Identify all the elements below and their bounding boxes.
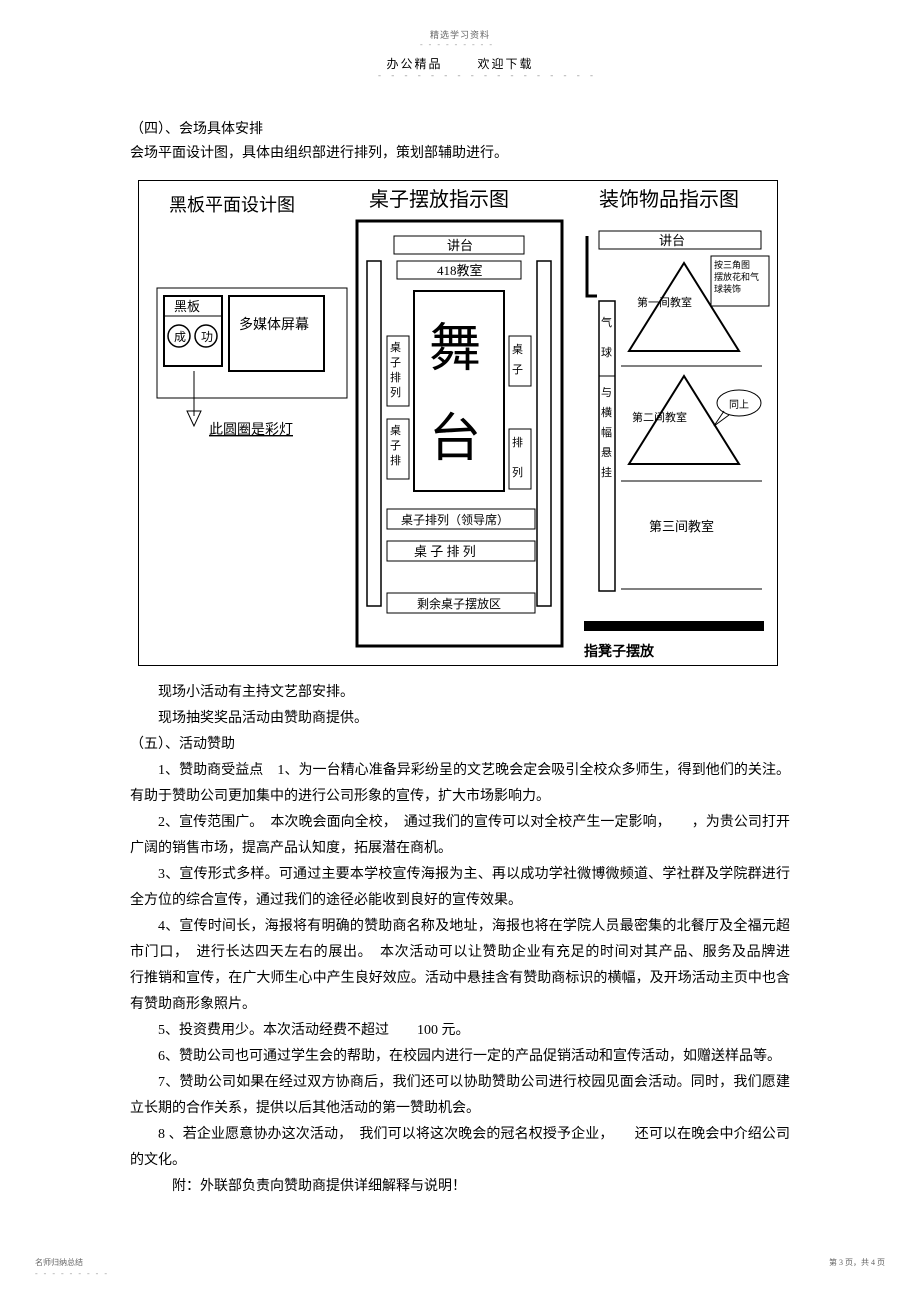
gong-label: 功 [201,330,213,344]
section4-subtitle: 会场平面设计图，具体由组织部进行排列，策划部辅助进行。 [130,142,790,166]
desk-row: 桌 子 排 列 [414,544,476,559]
podium-center: 讲台 [447,238,473,253]
svg-text:排: 排 [390,453,401,467]
header-sub-left: 办公精品 [386,57,442,71]
bubble: 同上 [729,399,749,411]
item6: 6、赞助公司也可通过学生会的帮助，在校园内进行一定的产品促销活动和宣传活动，如赠… [130,1044,790,1070]
content-body: 现场小活动有主持文艺部安排。 现场抽奖奖品活动由赞助商提供。 （五）、活动赞助 … [130,680,790,1200]
svg-text:与: 与 [601,386,612,399]
footer-left: 名师归纳总结 [35,1257,83,1268]
svg-text:挂: 挂 [601,465,612,479]
svg-text:气: 气 [601,315,612,329]
title-right: 装饰物品指示图 [599,188,739,211]
podium-right: 讲台 [659,233,685,248]
svg-text:按三角图: 按三角图 [714,259,750,270]
svg-text:摆放花和气: 摆放花和气 [714,271,759,282]
title-center: 桌子摆放指示图 [369,188,509,211]
dl1: 桌 [390,341,401,354]
remaining: 剩余桌子摆放区 [417,596,501,611]
svg-text:幅: 幅 [601,426,612,439]
svg-text:悬: 悬 [601,446,612,459]
svg-text:排: 排 [390,370,401,384]
layout-diagram: 黑板平面设计图 桌子摆放指示图 装饰物品指示图 黑板 成 功 多媒体屏幕 此圆圈… [138,180,778,666]
footer-right: 第 3 页，共 4 页 [829,1257,885,1268]
lights-label: 此圆圈是彩灯 [209,422,293,438]
svg-text:球装饰: 球装饰 [714,283,741,294]
screen-label: 多媒体屏幕 [239,316,309,333]
header-dashes: - - - - - - - - - [420,40,494,49]
item5: 5、投资费用少。本次活动经费不超过 100 元。 [130,1018,790,1044]
room3: 第三间教室 [649,519,714,534]
title-left: 黑板平面设计图 [169,195,295,215]
room1: 第一间教室 [637,295,692,309]
svg-text:子: 子 [512,363,523,376]
room2: 第二间教室 [632,410,687,424]
svg-text:球: 球 [601,345,612,359]
item1: 1、赞助商受益点 1、为一台精心准备异彩纷呈的文艺晚会定会吸引全校众多师生，得到… [130,758,790,810]
svg-text:桌: 桌 [390,424,401,437]
item8: 8 、若企业愿意协办这次活动， 我们可以将这次晚会的冠名权授予企业， 还可以在晚… [130,1122,790,1174]
diagram-svg: 黑板平面设计图 桌子摆放指示图 装饰物品指示图 黑板 成 功 多媒体屏幕 此圆圈… [139,181,779,667]
svg-text:列: 列 [512,465,523,479]
section4-title: （四）、会场具体安排 [130,118,790,142]
svg-text:横: 横 [601,405,612,419]
room-418: 418教室 [437,263,483,278]
blackboard-label: 黑板 [174,299,200,314]
footer-left-dash: - - - - - - - - - [35,1269,109,1278]
appendix: 附：外联部负责向赞助商提供详细解释与说明！ [130,1174,790,1200]
item7: 7、赞助公司如果在经过双方协商后，我们还可以协助赞助公司进行校园见面会活动。同时… [130,1070,790,1122]
item4: 4、宣传时间长，海报将有明确的赞助商名称及地址，海报也将在学院人员最密集的北餐厅… [130,914,790,1018]
header-sub-right: 欢迎下载 [478,57,534,71]
body-p2: 现场抽奖奖品活动由赞助商提供。 [130,706,790,732]
svg-text:列: 列 [390,385,401,399]
stage-tai: 台 [429,411,481,468]
body-p1: 现场小活动有主持文艺部安排。 [130,680,790,706]
svg-text:子: 子 [390,356,401,369]
item3: 3、宣传形式多样。可通过主要本学校宣传海报为主、再以成功学社微博微频道、学社群及… [130,862,790,914]
svg-text:桌: 桌 [512,343,523,356]
cheng-label: 成 [174,330,186,344]
item2: 2、宣传范围广。 本次晚会面向全校， 通过我们的宣传可以对全校产生一定影响， ，… [130,810,790,862]
svg-text:子: 子 [390,439,401,452]
svg-text:排: 排 [512,435,523,449]
header-dashes2: - - - - - - - - - - - - - - - - - [378,70,597,80]
section-4-intro: （四）、会场具体安排 会场平面设计图，具体由组织部进行排列，策划部辅助进行。 [130,118,790,166]
section5-title: （五）、活动赞助 [130,732,790,758]
leader-row: 桌子排列（领导席） [401,512,509,527]
stage-wu: 舞 [429,321,481,378]
bottom-note: 指凳子摆放 [584,643,655,660]
